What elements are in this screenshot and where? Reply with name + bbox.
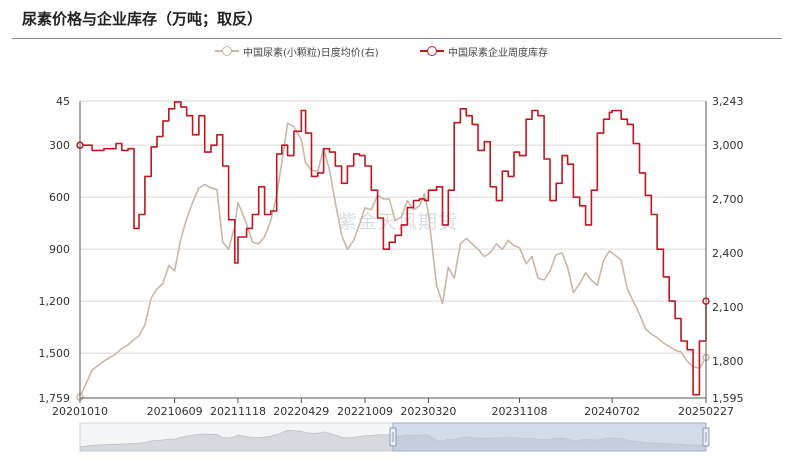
right-tick-label: 3,000	[712, 139, 744, 152]
grid-lines	[80, 100, 706, 399]
inventory-series-line	[80, 101, 707, 396]
x-tick-label: 20221009	[337, 405, 393, 418]
left-tick-label: 1,200	[39, 295, 71, 308]
legend-price-label: 中国尿素(小颗粒)日度均价(右)	[243, 47, 379, 59]
x-tick-label: 20201010	[52, 405, 108, 418]
watermark: 紫金天风期货	[338, 211, 458, 233]
x-tick-label: 20220429	[273, 405, 329, 418]
legend-item-price[interactable]: 中国尿素(小颗粒)日度均价(右)	[215, 42, 379, 60]
left-tick-label: 600	[49, 191, 70, 204]
legend-item-inventory[interactable]: 中国尿素企业周度库存	[420, 42, 548, 60]
chart-title: 尿素价格与企业库存（万吨；取反）	[22, 10, 263, 28]
zoom-selection	[392, 422, 707, 452]
axes: 45 300 600 900 1,200 1,500 1,759 3,243 3,000 2,70…	[39, 95, 744, 418]
right-tick-label: 1,800	[712, 355, 744, 368]
right-tick-label: 2,100	[712, 301, 744, 314]
x-tick-label: 20231108	[491, 405, 547, 418]
right-tick-label: 2,400	[712, 247, 744, 260]
left-tick-label: 1,500	[39, 347, 71, 360]
left-tick-label: 1,759	[39, 392, 71, 405]
right-tick-label: 1,595	[712, 392, 744, 405]
x-tick-label: 20230320	[400, 405, 456, 418]
zoom-slider	[79, 422, 710, 452]
x-tick-label: 20250227	[678, 405, 734, 418]
chart-legend: 中国尿素(小颗粒)日度均价(右) 中国尿素企业周度库存	[0, 42, 792, 60]
legend-price-marker-icon	[215, 44, 239, 58]
x-tick-label: 20210609	[147, 405, 203, 418]
price-series-line	[79, 122, 707, 398]
legend-inventory-label: 中国尿素企业周度库存	[448, 47, 548, 59]
x-tick-label: 20240702	[584, 405, 640, 418]
left-tick-label: 900	[49, 243, 70, 256]
right-tick-label: 2,700	[712, 193, 744, 206]
left-tick-label: 45	[56, 95, 70, 108]
right-tick-label: 3,243	[712, 95, 744, 108]
x-tick-label: 20211118	[210, 405, 266, 418]
left-tick-label: 300	[49, 139, 70, 152]
title-divider	[12, 38, 782, 39]
legend-inventory-marker-icon	[420, 44, 444, 58]
plot-area	[76, 101, 710, 401]
